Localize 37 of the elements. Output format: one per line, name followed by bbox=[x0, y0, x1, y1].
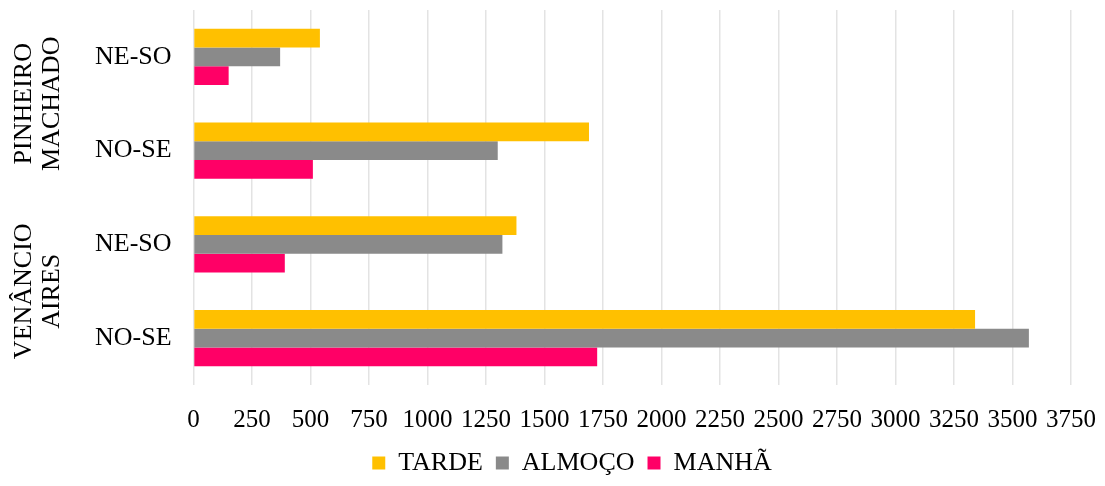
bar bbox=[194, 28, 320, 48]
x-tick-label: 2750 bbox=[812, 404, 863, 432]
bar bbox=[194, 310, 976, 329]
y-tick-label: NE-SO bbox=[94, 228, 172, 258]
legend-label: MANHÃ bbox=[673, 446, 772, 476]
bar bbox=[194, 216, 517, 235]
x-tick-label: 0 bbox=[187, 404, 200, 432]
y-tick-label: NO-SE bbox=[94, 134, 172, 164]
x-tick-label: 1000 bbox=[402, 404, 453, 432]
bar bbox=[194, 235, 503, 254]
bar bbox=[194, 122, 589, 142]
x-tick-label: 250 bbox=[233, 404, 271, 432]
legend-label: ALMOÇO bbox=[521, 446, 635, 476]
bar bbox=[194, 66, 229, 85]
bar bbox=[194, 328, 1029, 348]
x-tick-label: 3750 bbox=[1046, 404, 1096, 432]
x-tick-label: 2250 bbox=[695, 404, 746, 432]
x-tick-label: 1750 bbox=[578, 404, 629, 432]
bar bbox=[194, 47, 281, 67]
x-tick-label: 1250 bbox=[461, 404, 512, 432]
x-tick-label: 3500 bbox=[987, 404, 1038, 432]
y-tick-label: NO-SE bbox=[94, 321, 172, 351]
x-tick-label: 3000 bbox=[870, 404, 921, 432]
bar bbox=[194, 160, 313, 179]
bar bbox=[194, 347, 598, 367]
x-tick-label: 500 bbox=[291, 404, 330, 432]
x-tick-label: 2000 bbox=[636, 404, 687, 432]
x-tick-label: 3250 bbox=[929, 404, 980, 432]
text: PINHEIRO MACHADO bbox=[7, 36, 65, 171]
x-tick-label: 2500 bbox=[753, 404, 804, 432]
text: VENÂNCIO AIRES bbox=[7, 223, 65, 360]
y-tick-label: NE-SO bbox=[94, 40, 172, 70]
x-tick-label: 1500 bbox=[519, 404, 570, 432]
bar bbox=[194, 253, 285, 273]
bar bbox=[194, 141, 498, 160]
x-tick-label: 750 bbox=[350, 404, 388, 432]
legend-label: TARDE bbox=[398, 446, 483, 476]
